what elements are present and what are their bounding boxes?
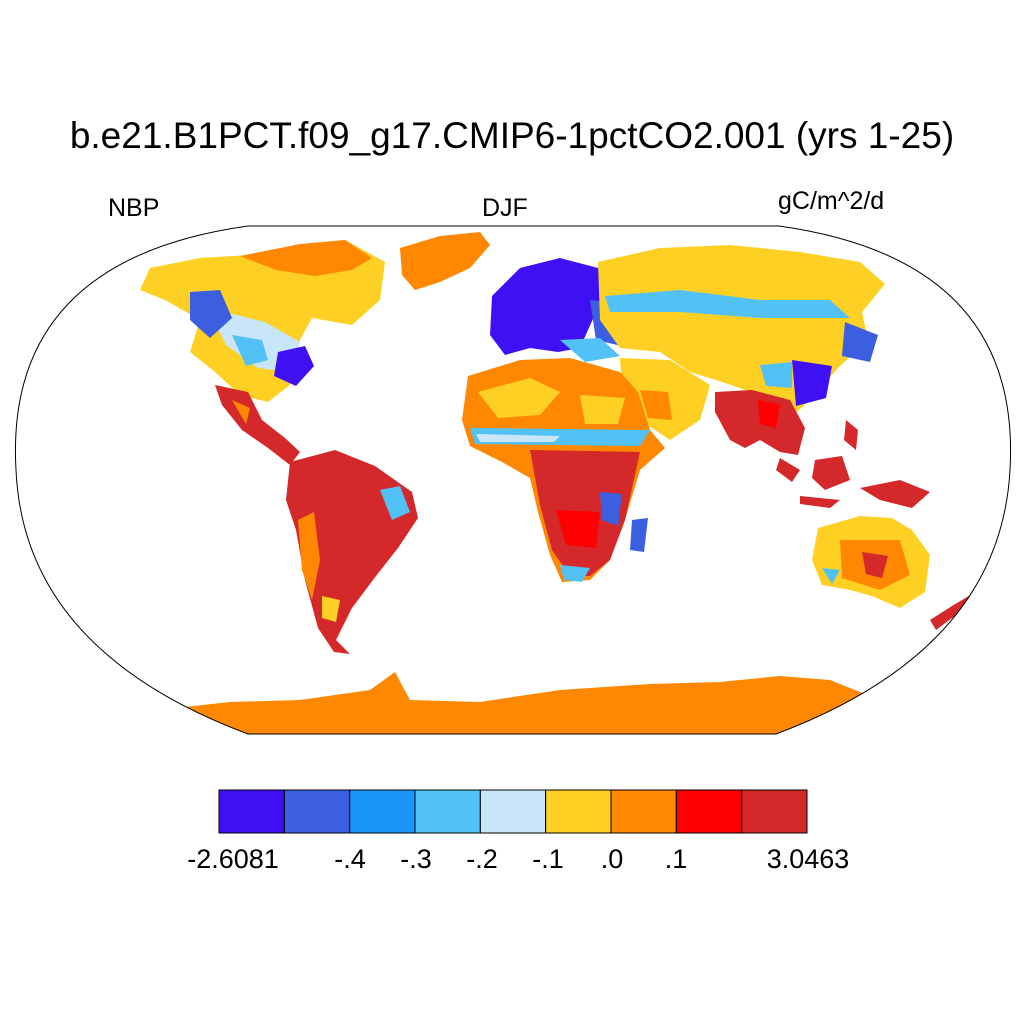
colorbar-box <box>675 789 743 834</box>
colorbar-tick-label: -.1 <box>532 844 564 874</box>
season-label: DJF <box>482 194 528 222</box>
greenland-region <box>400 232 490 290</box>
colorbar-box <box>545 789 612 834</box>
colorbar-tick-label: -.4 <box>334 844 366 874</box>
antarctica-region <box>120 672 900 734</box>
colorbar-tick-label: .0 <box>600 844 624 874</box>
colorbar-box <box>479 789 547 834</box>
variable-label: NBP <box>108 194 160 222</box>
colorbar <box>218 789 808 834</box>
colorbar-box <box>349 789 416 834</box>
map-outline <box>14 225 1012 735</box>
colorbar-tick-label: -.3 <box>400 844 432 874</box>
maritime-se-asia-region <box>776 420 930 508</box>
colorbar-box <box>414 789 481 834</box>
madagascar-region <box>630 518 648 552</box>
plot-title: b.e21.B1PCT.f09_g17.CMIP6-1pctCO2.001 (y… <box>69 115 955 156</box>
units-label: gC/m^2/d <box>778 187 885 215</box>
north-america-region <box>140 240 385 402</box>
colorbar-box <box>610 789 677 834</box>
new-zealand-region <box>930 594 976 630</box>
colorbar-box <box>741 789 808 834</box>
canada-north-region <box>240 240 372 276</box>
colorbar-box <box>218 789 285 834</box>
colorbar-tick-label: -2.6081 <box>187 844 279 874</box>
europe-region <box>490 258 610 355</box>
colorbar-tick-label: -.2 <box>466 844 498 874</box>
land-field <box>120 232 976 734</box>
colorbar-tick-label: .1 <box>664 844 688 874</box>
colorbar-box <box>283 789 351 834</box>
colorbar-tick-label: 3.0463 <box>766 844 850 874</box>
